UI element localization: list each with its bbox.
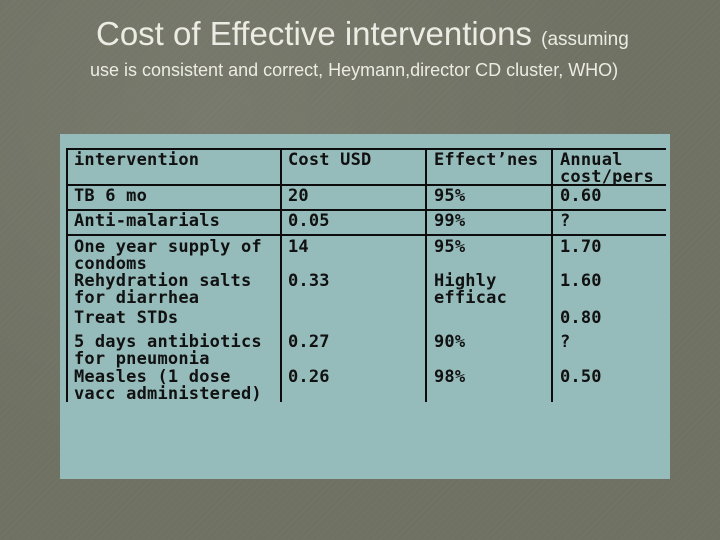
table-rule bbox=[66, 148, 666, 150]
table-cell: ? bbox=[560, 211, 571, 231]
table-cell: 95% bbox=[434, 186, 466, 206]
header-cost: Cost USD bbox=[288, 150, 372, 170]
slide-subtitle: use is consistent and correct, Heymann,d… bbox=[90, 60, 619, 80]
table-cell: Measles (1 dose vacc administered) bbox=[74, 367, 262, 404]
table-cell: 5 days antibiotics for pneumonia bbox=[74, 332, 262, 369]
table-cell: 0.26 bbox=[288, 367, 330, 387]
table-cell: 95% bbox=[434, 237, 466, 257]
title-main: Cost of Effective interventions bbox=[96, 15, 532, 52]
table-cell: 1.60 bbox=[560, 271, 602, 291]
table-rule bbox=[66, 234, 666, 236]
table-cell: 0.33 bbox=[288, 271, 330, 291]
table-cell: 20 bbox=[288, 186, 309, 206]
table-cell: 0.50 bbox=[560, 367, 602, 387]
table-rule bbox=[425, 148, 427, 402]
table-cell: ? bbox=[560, 332, 571, 352]
table-rule bbox=[66, 148, 68, 402]
table-cell: 90% bbox=[434, 332, 466, 352]
table-cell: Highly efficac bbox=[434, 271, 508, 308]
header-intervention: intervention bbox=[74, 150, 200, 170]
table-rule bbox=[551, 148, 553, 402]
table-cell: 98% bbox=[434, 367, 466, 387]
slide-title: Cost of Effective interventions (assumin… bbox=[96, 14, 629, 60]
table-rule bbox=[66, 209, 666, 211]
table-cell: TB 6 mo bbox=[74, 186, 148, 206]
table-cell: 0.05 bbox=[288, 211, 330, 231]
table-rule bbox=[280, 148, 282, 402]
table-panel: intervention Cost USD Effect’nes Annual … bbox=[60, 134, 670, 479]
table-cell: Rehydration salts for diarrhea bbox=[74, 271, 252, 308]
header-effectiveness: Effect’nes bbox=[434, 150, 539, 170]
title-paren-start: (assuming bbox=[541, 29, 629, 50]
table-cell: 0.60 bbox=[560, 186, 602, 206]
table-cell: One year supply of condoms bbox=[74, 237, 262, 274]
header-annual-cost: Annual cost/pers bbox=[560, 150, 654, 187]
cost-table: intervention Cost USD Effect’nes Annual … bbox=[66, 148, 666, 404]
table-cell: Treat STDs bbox=[74, 308, 179, 328]
table-cell: 14 bbox=[288, 237, 309, 257]
table-cell: Anti-malarials bbox=[74, 211, 221, 231]
table-cell: 1.70 bbox=[560, 237, 602, 257]
table-cell: 0.27 bbox=[288, 332, 330, 352]
table-cell: 0.80 bbox=[560, 308, 602, 328]
table-cell: 99% bbox=[434, 211, 466, 231]
table-rule bbox=[66, 184, 666, 186]
